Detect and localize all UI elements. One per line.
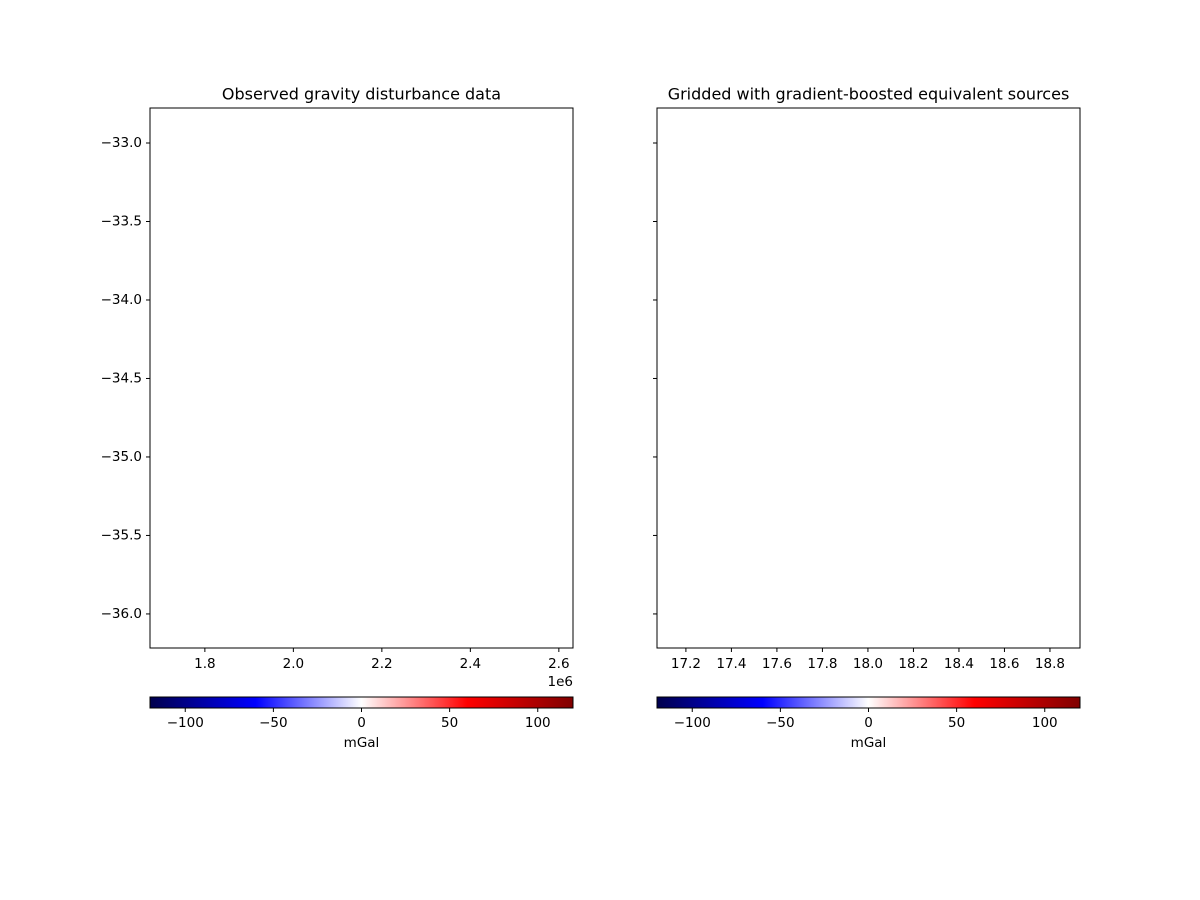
x-tick-label: 1.8 <box>194 656 215 672</box>
colorbar-tick-label: 100 <box>1032 715 1058 731</box>
x-tick-label: 17.2 <box>671 656 701 672</box>
y-tick-label: −33.0 <box>101 135 142 151</box>
colorbar-tick-label: 50 <box>441 715 458 731</box>
colorbar <box>656 696 1081 709</box>
colorbar-label: mGal <box>851 735 887 751</box>
x-tick-label: 17.6 <box>762 656 792 672</box>
x-tick-label: 18.6 <box>989 656 1019 672</box>
colorbar-tick-label: 100 <box>525 715 551 731</box>
colorbar-tick-label: −100 <box>674 715 711 731</box>
plot-frame <box>149 107 574 649</box>
colorbar-tick-label: 0 <box>357 715 366 731</box>
x-tick-label: 17.8 <box>807 656 837 672</box>
y-tick-label: −35.0 <box>101 449 142 465</box>
y-tick-label: −36.0 <box>101 606 142 622</box>
x-tick-label: 2.4 <box>460 656 481 672</box>
x-tick-label: 18.8 <box>1035 656 1065 672</box>
plot-frame <box>656 107 1081 649</box>
x-tick-label: 18.0 <box>853 656 883 672</box>
colorbar <box>149 696 574 709</box>
x-tick-label: 18.2 <box>898 656 928 672</box>
y-tick-label: −35.5 <box>101 527 142 543</box>
x-tick-label: 18.4 <box>944 656 974 672</box>
y-tick-label: −34.0 <box>101 292 142 308</box>
y-tick-label: −33.5 <box>101 213 142 229</box>
colorbar-tick-label: −100 <box>167 715 204 731</box>
x-tick-label: 2.0 <box>283 656 304 672</box>
colorbar-label: mGal <box>344 735 380 751</box>
x-offset-label: 1e6 <box>548 674 573 690</box>
colorbar-tick-label: −50 <box>259 715 288 731</box>
chart-title: Gridded with gradient-boosted equivalent… <box>668 85 1070 104</box>
colorbar-tick-label: 50 <box>948 715 965 731</box>
x-tick-label: 17.4 <box>716 656 746 672</box>
colorbar-tick-label: 0 <box>864 715 873 731</box>
x-tick-label: 2.2 <box>371 656 392 672</box>
colorbar-tick-label: −50 <box>766 715 795 731</box>
y-tick-label: −34.5 <box>101 370 142 386</box>
x-tick-label: 2.6 <box>548 656 569 672</box>
chart-title: Observed gravity disturbance data <box>222 85 501 104</box>
